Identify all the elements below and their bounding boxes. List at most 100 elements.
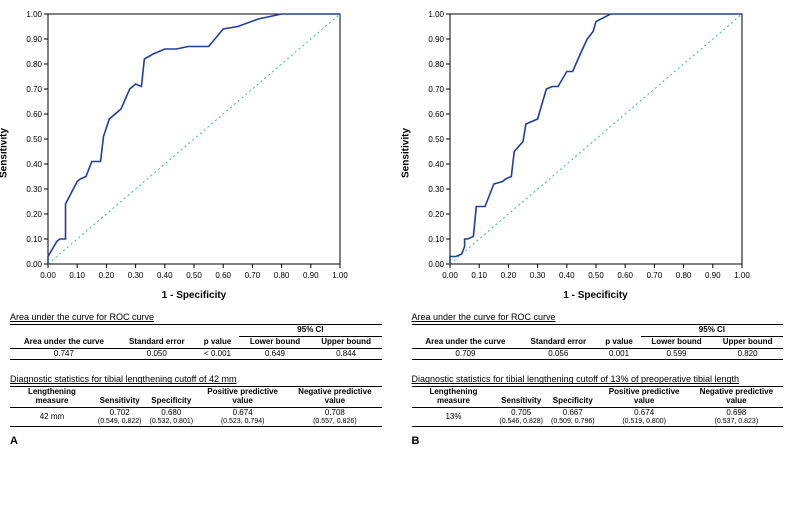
th-ci: 95% CI: [239, 325, 381, 337]
td-measure: 13%: [412, 407, 496, 426]
panel-b: Sensitivity 0.000.000.100.100.200.200.30…: [412, 8, 784, 447]
diag-table-b: Lengthening measure Sensitivity Specific…: [412, 386, 784, 427]
th-lo: Lower bound: [641, 336, 712, 348]
svg-text:0.70: 0.70: [26, 85, 42, 94]
th-se: Standard error: [519, 325, 597, 349]
svg-text:0.10: 0.10: [69, 271, 85, 280]
th-sens: Sensitivity: [94, 387, 146, 408]
svg-text:0.40: 0.40: [157, 271, 173, 280]
diag-title-a: Diagnostic statistics for tibial lengthe…: [10, 374, 382, 384]
y-axis-label: Sensitivity: [400, 128, 411, 178]
th-area: Area under the curve: [412, 325, 520, 349]
svg-text:0.00: 0.00: [428, 260, 444, 269]
td-spec: 0.667(0.509, 0.796): [547, 407, 599, 426]
td-sens: 0.705(0.546, 0.828): [495, 407, 547, 426]
svg-text:0.80: 0.80: [428, 60, 444, 69]
th-ppv: Positive predictive value: [197, 387, 288, 408]
svg-text:1.00: 1.00: [332, 271, 348, 280]
roc-chart-b: Sensitivity 0.000.000.100.100.200.200.30…: [412, 8, 752, 298]
td-p: 0.001: [597, 348, 641, 360]
td-sens: 0.702(0.549, 0.822): [94, 407, 146, 426]
svg-text:0.80: 0.80: [274, 271, 290, 280]
th-p: p value: [597, 325, 641, 349]
svg-text:0.00: 0.00: [40, 271, 56, 280]
figure-panels: Sensitivity 0.00 0.00 0.10 0.10 0.20 0.20 0.30…: [10, 8, 783, 447]
th-measure: Lengthening measure: [10, 387, 94, 408]
svg-text:0.40: 0.40: [428, 160, 444, 169]
svg-text:0.10: 0.10: [428, 235, 444, 244]
svg-text:0.30: 0.30: [26, 185, 42, 194]
svg-text:0.50: 0.50: [588, 271, 604, 280]
svg-text:0.50: 0.50: [428, 135, 444, 144]
th-p: p value: [196, 325, 240, 349]
svg-text:0.90: 0.90: [26, 35, 42, 44]
svg-text:0.70: 0.70: [245, 271, 261, 280]
panel-letter-a: A: [10, 435, 382, 447]
svg-text:0.20: 0.20: [26, 210, 42, 219]
td-ppv: 0.674(0.519, 0.800): [599, 407, 690, 426]
y-axis-label: Sensitivity: [0, 128, 10, 178]
td-npv: 0.708(0.557, 0.826): [288, 407, 381, 426]
td-se: 0.056: [519, 348, 597, 360]
svg-text:1.00: 1.00: [428, 10, 444, 19]
roc-chart-a: Sensitivity 0.000.000.100.100.200.200.30…: [10, 8, 350, 298]
td-spec: 0.680(0.532, 0.801): [145, 407, 197, 426]
auc-table-b: Area under the curve Standard error p va…: [412, 324, 784, 360]
svg-text:0.30: 0.30: [428, 185, 444, 194]
th-spec: Specificity: [547, 387, 599, 408]
svg-text:0.60: 0.60: [215, 271, 231, 280]
svg-text:0.40: 0.40: [559, 271, 575, 280]
svg-text:0.80: 0.80: [675, 271, 691, 280]
svg-text:0.30: 0.30: [529, 271, 545, 280]
td-npv: 0.698(0.537, 0.823): [690, 407, 783, 426]
th-hi: Upper bound: [311, 336, 382, 348]
auc-title-b: Area under the curve for ROC curve: [412, 312, 784, 322]
svg-text:0.00: 0.00: [26, 260, 42, 269]
roc-svg-b: 0.000.000.100.100.200.200.300.300.400.40…: [412, 8, 752, 288]
td-se: 0.050: [118, 348, 196, 360]
svg-text:0.20: 0.20: [500, 271, 516, 280]
x-axis-label: 1 - Specificity: [38, 290, 350, 301]
td-ppv: 0.674(0.523, 0.794): [197, 407, 288, 426]
svg-text:0.90: 0.90: [705, 271, 721, 280]
auc-table-a: Area under the curve Standard error p va…: [10, 324, 382, 360]
svg-text:0.20: 0.20: [99, 271, 115, 280]
td-lo: 0.599: [641, 348, 712, 360]
th-se: Standard error: [118, 325, 196, 349]
svg-text:0.10: 0.10: [26, 235, 42, 244]
td-area: 0.747: [10, 348, 118, 360]
td-lo: 0.649: [239, 348, 310, 360]
svg-text:0.80: 0.80: [26, 60, 42, 69]
svg-text:0.60: 0.60: [428, 110, 444, 119]
td-hi: 0.820: [712, 348, 783, 360]
th-sens: Sensitivity: [495, 387, 547, 408]
svg-text:0.70: 0.70: [428, 85, 444, 94]
diag-title-b: Diagnostic statistics for tibial lengthe…: [412, 374, 784, 384]
td-measure: 42 mm: [10, 407, 94, 426]
th-npv: Negative predictive value: [288, 387, 381, 408]
td-hi: 0.844: [311, 348, 382, 360]
diag-table-a: Lengthening measure Sensitivity Specific…: [10, 386, 382, 427]
svg-text:0.60: 0.60: [26, 110, 42, 119]
svg-text:0.20: 0.20: [428, 210, 444, 219]
svg-text:0.70: 0.70: [646, 271, 662, 280]
svg-text:1.00: 1.00: [734, 271, 750, 280]
th-measure: Lengthening measure: [412, 387, 496, 408]
svg-text:1.00: 1.00: [26, 10, 42, 19]
td-area: 0.709: [412, 348, 520, 360]
svg-text:0.00: 0.00: [442, 271, 458, 280]
svg-text:0.30: 0.30: [128, 271, 144, 280]
svg-text:0.50: 0.50: [26, 135, 42, 144]
th-lo: Lower bound: [239, 336, 310, 348]
svg-text:0.90: 0.90: [428, 35, 444, 44]
th-hi: Upper bound: [712, 336, 783, 348]
th-area: Area under the curve: [10, 325, 118, 349]
panel-letter-b: B: [412, 435, 784, 447]
svg-text:0.50: 0.50: [186, 271, 202, 280]
svg-text:0.60: 0.60: [617, 271, 633, 280]
td-p: < 0.001: [196, 348, 240, 360]
th-spec: Specificity: [145, 387, 197, 408]
svg-text:0.90: 0.90: [303, 271, 319, 280]
th-ci: 95% CI: [641, 325, 783, 337]
th-ppv: Positive predictive value: [599, 387, 690, 408]
